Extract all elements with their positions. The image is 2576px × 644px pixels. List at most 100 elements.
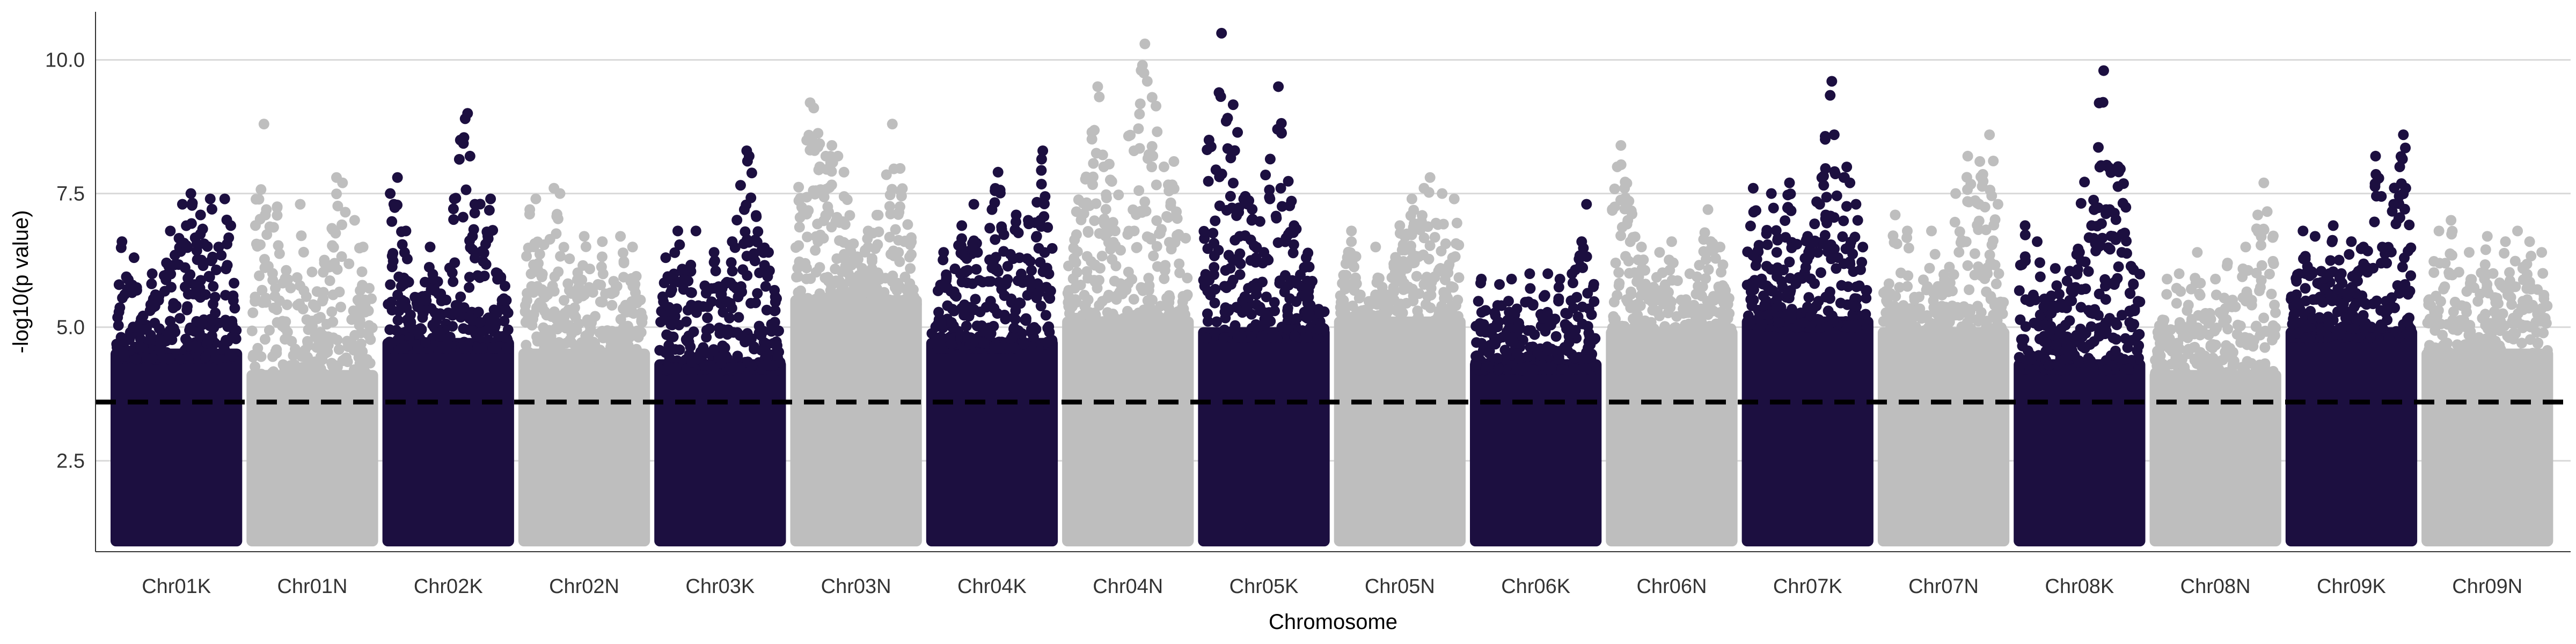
snp-point (1807, 304, 1818, 316)
snp-point (1840, 243, 1851, 254)
snp-peak-point (2482, 231, 2493, 242)
snp-peak-point (2297, 225, 2309, 237)
snp-point (1260, 170, 1271, 181)
snp-point (1803, 292, 1814, 303)
snp-point (1700, 273, 1711, 284)
snp-point (2171, 298, 2182, 309)
chromosome-chr07k (1741, 76, 1874, 547)
snp-peak-point (1576, 236, 1587, 247)
snp-point (1994, 332, 2006, 343)
snp-point (2110, 214, 2121, 225)
snp-point (2186, 317, 2197, 328)
snp-point (1208, 228, 1219, 239)
snp-point (501, 343, 513, 354)
snp-point (254, 270, 265, 281)
snp-point (810, 294, 821, 305)
snp-point (492, 308, 503, 319)
snp-point (1375, 291, 1386, 302)
snp-point (2254, 285, 2265, 296)
snp-point (978, 338, 990, 349)
snp-cloud (1062, 316, 1194, 547)
snp-point (501, 295, 512, 306)
snp-point (1250, 252, 1262, 264)
snp-point (1408, 295, 1419, 306)
snp-point (666, 284, 677, 295)
snp-point (1234, 269, 1246, 280)
snp-point (612, 326, 624, 338)
snp-point (1561, 323, 1572, 334)
snp-point (464, 282, 475, 293)
snp-point (2110, 345, 2121, 356)
snp-point (2460, 321, 2471, 332)
snp-point (772, 326, 784, 337)
snp-point (794, 222, 805, 233)
snp-point (1202, 316, 1213, 327)
snp-point (1070, 294, 1081, 305)
snp-point (429, 285, 441, 296)
snp-point (860, 245, 871, 256)
snp-point (1501, 349, 1512, 360)
snp-peak-point (530, 193, 541, 204)
snp-point (531, 350, 543, 361)
snp-point (932, 318, 943, 330)
snp-point (2132, 330, 2143, 341)
snp-peak-point (2050, 263, 2061, 274)
snp-point (754, 267, 765, 279)
snp-point (1349, 261, 1360, 273)
snp-point (260, 375, 271, 386)
snp-point (1081, 197, 1092, 208)
snp-point (1717, 259, 1729, 270)
snp-point (1446, 311, 1458, 323)
snp-point (1719, 318, 1731, 329)
snp-point (1089, 215, 1100, 226)
snp-point (655, 316, 667, 327)
snp-point (1716, 306, 1727, 318)
snp-point (1949, 216, 1960, 228)
snp-point (813, 128, 824, 139)
snp-point (1483, 347, 1495, 358)
snp-point (1924, 323, 1936, 334)
snp-point (1204, 275, 1215, 286)
snp-point (1408, 204, 1419, 216)
snp-cloud (2149, 370, 2281, 547)
snp-point (1879, 332, 1891, 343)
x-tick-label: Chr01K (142, 575, 211, 598)
snp-point (1714, 283, 1725, 294)
snp-point (1155, 301, 1166, 312)
snp-point (674, 239, 685, 251)
snp-point (2041, 337, 2052, 348)
snp-point (582, 346, 593, 357)
snp-peak-point (2400, 182, 2411, 194)
snp-point (1453, 272, 1465, 283)
snp-point (2128, 264, 2139, 275)
snp-point (1225, 152, 1236, 164)
snp-peak-point (968, 199, 979, 210)
snp-point (2246, 358, 2257, 369)
snp-point (1036, 165, 1047, 176)
snp-point (1990, 279, 2002, 290)
snp-point (701, 332, 712, 343)
snp-point (359, 357, 370, 369)
snp-point (224, 349, 235, 360)
snp-point (2290, 273, 2302, 284)
snp-point (597, 332, 609, 343)
snp-point (1972, 313, 1984, 325)
snp-point (1928, 295, 1939, 306)
snp-point (1174, 258, 1185, 269)
snp-point (895, 163, 906, 174)
snp-point (2435, 296, 2446, 307)
x-tick-label: Chr08N (2180, 575, 2251, 598)
snp-point (2177, 370, 2188, 381)
snp-point (2269, 329, 2280, 340)
snp-point (1201, 332, 1212, 343)
snp-point (472, 343, 483, 354)
snp-point (949, 264, 961, 275)
snp-point (1024, 274, 1035, 286)
snp-point (1702, 296, 1713, 307)
x-tick-label: Chr04K (957, 575, 1027, 598)
snp-point (2300, 283, 2311, 294)
snp-point (1169, 308, 1181, 319)
snp-point (617, 247, 628, 259)
snp-peak-point (2512, 225, 2523, 237)
snp-peak-point (1011, 209, 1022, 221)
